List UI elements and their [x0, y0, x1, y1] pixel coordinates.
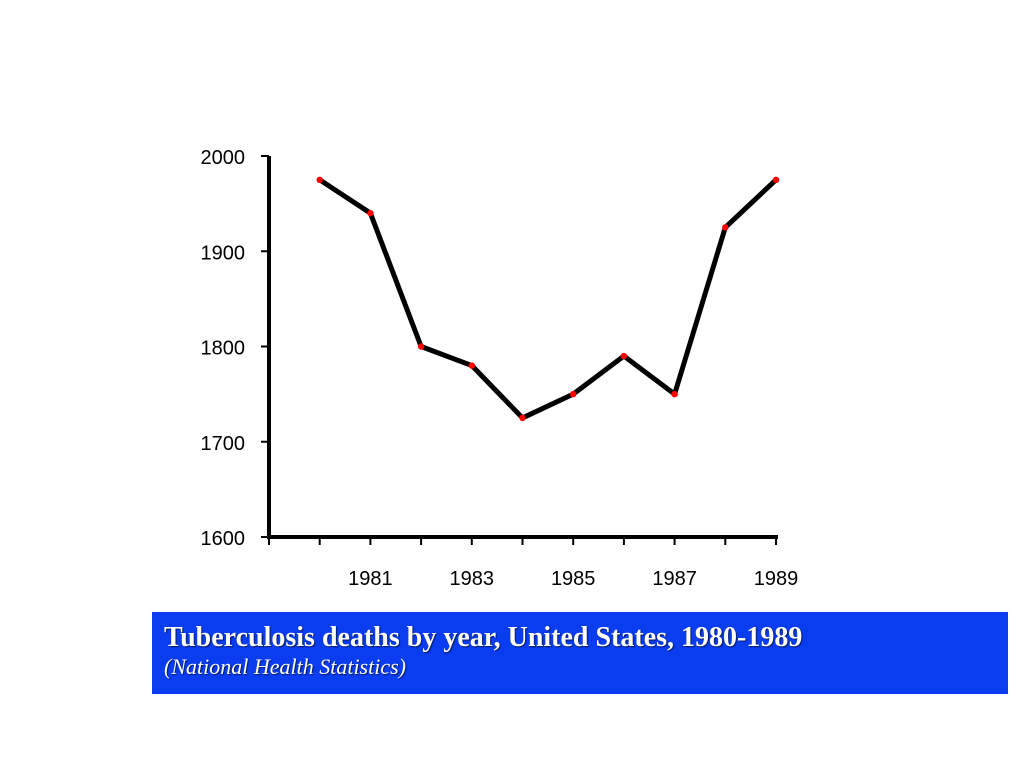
- data-point: [417, 343, 425, 350]
- data-point: [772, 176, 780, 184]
- data-point: [671, 390, 678, 398]
- data-point: [316, 176, 323, 184]
- y-axis: 1600 1700 1800 1900 2000: [201, 147, 271, 550]
- data-point: [620, 352, 628, 360]
- caption-box: Tuberculosis deaths by year, United Stat…: [152, 612, 1008, 694]
- series-line: [317, 177, 779, 421]
- x-tick-label: 1985: [551, 568, 596, 590]
- y-tick-label: 1800: [201, 338, 246, 360]
- x-tick-label: 1981: [348, 568, 393, 590]
- x-tick-label: 1987: [652, 568, 697, 590]
- y-tick-label: 2000: [201, 147, 246, 169]
- data-point: [722, 224, 729, 231]
- x-axis: 1981 1983 1985 1987 1989: [267, 535, 799, 590]
- series-layer: [316, 176, 780, 422]
- data-point: [367, 209, 374, 217]
- y-tick-label: 1700: [201, 433, 246, 455]
- chart-title: Tuberculosis deaths by year, United Stat…: [164, 622, 803, 653]
- y-tick-label: 1600: [201, 528, 246, 550]
- data-point: [468, 362, 475, 369]
- x-tick-label: 1983: [450, 568, 495, 590]
- data-point: [519, 414, 526, 422]
- data-point: [570, 390, 577, 398]
- y-tick-label: 1900: [201, 242, 246, 264]
- x-tick-label: 1989: [754, 568, 799, 590]
- chart-subtitle: (National Health Statistics): [164, 654, 406, 679]
